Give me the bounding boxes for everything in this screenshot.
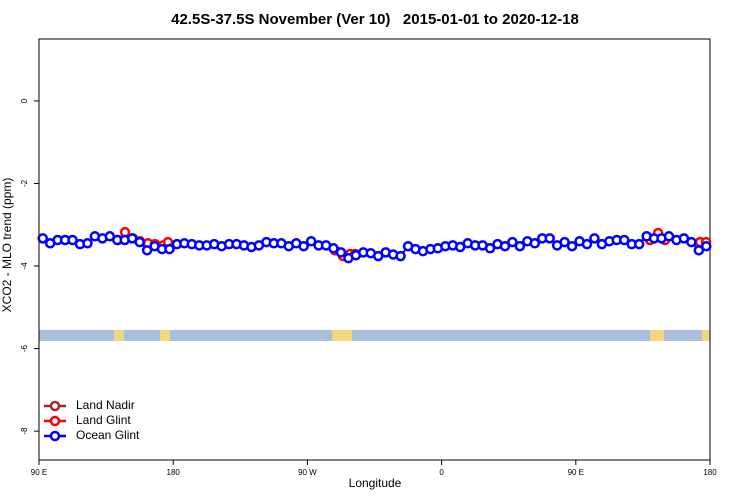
point	[164, 243, 175, 255]
x-tick-label: 90 E	[568, 468, 584, 477]
point	[82, 238, 93, 249]
point	[589, 233, 600, 244]
point	[37, 233, 48, 244]
x-axis-label: Longitude	[349, 476, 402, 490]
y-tick-label: -4	[20, 262, 29, 270]
point	[484, 243, 496, 254]
point	[507, 236, 518, 248]
point	[581, 238, 593, 250]
y-tick-label: 0	[20, 98, 29, 103]
y-axis-label: XCO2 - MLO trend (ppm)	[0, 178, 14, 313]
plot-frame	[38, 38, 711, 461]
legend-marker	[49, 430, 61, 442]
x-tick-label: 90 W	[298, 468, 317, 477]
y-tick-label: -2	[20, 179, 29, 187]
x-tick-label: 0	[439, 468, 444, 477]
legend-label: Ocean Glint	[76, 428, 140, 442]
point	[633, 238, 645, 250]
point	[529, 238, 541, 249]
point	[499, 240, 511, 252]
chart-title: 42.5S-37.5S November (Ver 10) 2015-01-01…	[171, 11, 579, 28]
legend-label: Land Nadir	[76, 398, 135, 412]
point	[141, 245, 153, 256]
point	[305, 235, 317, 247]
point	[298, 240, 309, 252]
point	[619, 234, 630, 246]
point	[328, 243, 339, 254]
point	[335, 247, 347, 258]
x-tick-label: 90 E	[31, 468, 47, 477]
legend-label: Land Glint	[76, 413, 131, 427]
point	[559, 236, 570, 248]
legend-marker	[49, 415, 61, 427]
y-tick-label: -8	[20, 427, 29, 435]
point	[514, 240, 526, 252]
point	[67, 234, 78, 246]
point	[134, 236, 145, 248]
x-tick-label: 180	[167, 468, 181, 477]
point	[693, 245, 705, 256]
legend-marker	[49, 400, 61, 412]
point	[701, 240, 712, 252]
point	[544, 233, 555, 244]
point	[686, 236, 697, 248]
y-tick-label: -6	[20, 344, 29, 352]
point	[566, 240, 578, 252]
point	[395, 250, 406, 262]
x-tick-label: 180	[703, 468, 717, 477]
land-ocean-strip	[39, 330, 710, 341]
